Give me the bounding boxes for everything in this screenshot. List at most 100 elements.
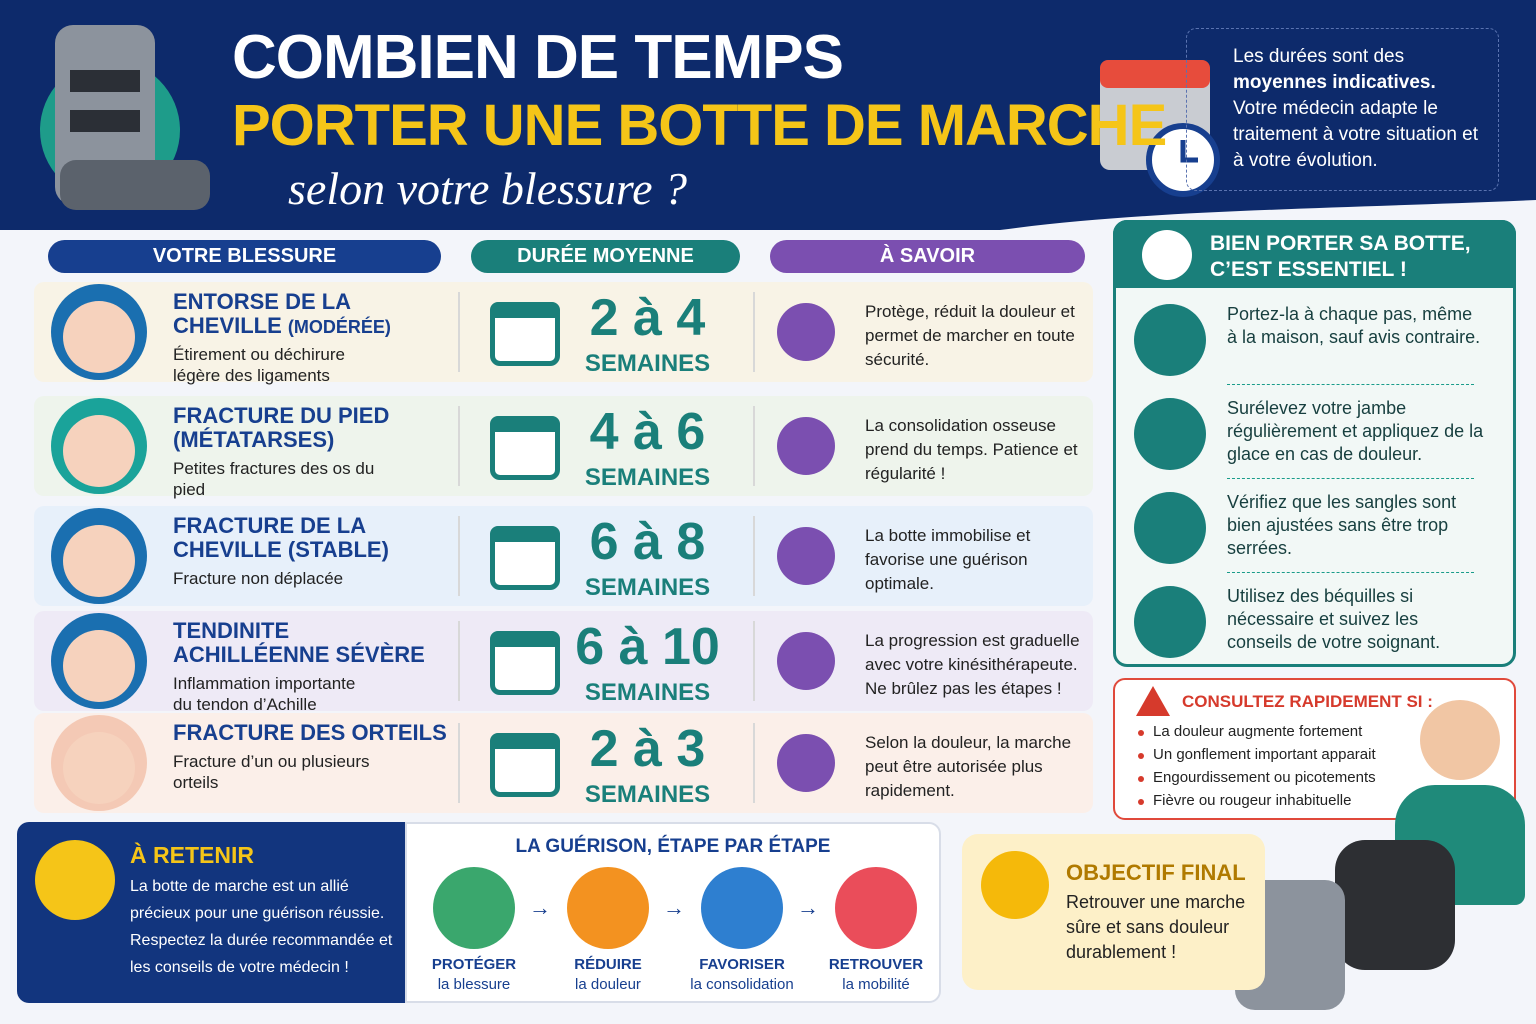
steps-title: LA GUÉRISON, ÉTAPE PAR ÉTAPE	[515, 836, 831, 857]
column-header: VOTRE BLESSURE	[48, 240, 441, 273]
star-icon	[981, 851, 1049, 919]
check-icon	[1142, 230, 1192, 280]
injury-description: Fracture non déplacée	[173, 569, 344, 588]
injury-icon	[63, 301, 135, 373]
bullet	[1138, 753, 1144, 759]
step-sub: la blessure	[437, 976, 511, 993]
header-bg	[0, 0, 1536, 230]
info-text: Selon la douleur, la marche peut être au…	[865, 733, 1072, 800]
duration-unit: SEMAINES	[584, 350, 711, 377]
info-icon	[777, 527, 835, 585]
bulb-icon	[35, 840, 115, 920]
consult-item: La douleur augmente fortement	[1153, 723, 1363, 740]
injury-title: FRACTURE DE LA CHEVILLE (STABLE)	[173, 514, 448, 562]
note-box	[1186, 28, 1499, 191]
note: Les durées sont des moyennes indicatives…	[1233, 44, 1488, 174]
objectif-text: Retrouver une marche sûre et sans douleu…	[1066, 892, 1246, 962]
duration: 4 à 6	[589, 403, 706, 461]
injury-name: ENTORSE DE LA CHEVILLE	[173, 289, 351, 338]
injury-icon	[63, 732, 135, 804]
injury-description: Petites fractures des os du pied	[173, 459, 375, 499]
consult-item: Engourdissement ou picotements	[1153, 769, 1376, 786]
injury-title: ENTORSE DE LA CHEVILLE (MODÉRÉE)	[173, 290, 448, 339]
step-sub: la consolidation	[690, 976, 794, 993]
info-text: La botte immobilise et favorise une guér…	[865, 526, 1031, 593]
calendar-bar	[490, 526, 560, 542]
step-arrow: →	[797, 895, 819, 920]
step-icon	[835, 867, 917, 949]
consult-title: CONSULTEZ RAPIDEMENT SI :	[1182, 692, 1433, 711]
duration-unit: SEMAINES	[584, 574, 711, 601]
info-text: La consolidation osseuse prend du temps.…	[865, 416, 1078, 483]
step-sub: la mobilité	[842, 976, 910, 993]
note-emphasis: moyennes indicatives.	[1233, 72, 1436, 93]
tip-divider	[1227, 384, 1474, 385]
duration-unit: SEMAINES	[584, 781, 711, 808]
divider	[458, 406, 460, 486]
divider	[753, 621, 755, 701]
duration: 6 à 10	[575, 618, 720, 676]
injury-qualifier: (MODÉRÉE)	[287, 317, 391, 337]
tip-icon	[1134, 586, 1206, 658]
column-header: À SAVOIR	[770, 240, 1085, 273]
info-text: La progression est graduelle avec votre …	[865, 631, 1080, 698]
tip-text: Portez-la à chaque pas, même à la maison…	[1227, 304, 1481, 347]
step-icon	[701, 867, 783, 949]
injury-description: Étirement ou déchirure légère des ligame…	[173, 345, 345, 385]
step-arrow: →	[529, 895, 551, 920]
bullet	[1138, 799, 1144, 805]
step-sub: la douleur	[575, 976, 641, 993]
info-text: Protège, réduit la douleur et permet de …	[865, 302, 1075, 369]
divider	[753, 406, 755, 486]
duration: 6 à 8	[589, 513, 706, 571]
objectif-title: OBJECTIF FINAL	[1066, 860, 1246, 885]
step-label: FAVORISER	[699, 956, 785, 973]
step-label: PROTÉGER	[431, 956, 517, 973]
divider	[458, 723, 460, 803]
bullet	[1138, 730, 1144, 736]
calendar-bar	[490, 631, 560, 647]
duration-unit: SEMAINES	[584, 679, 711, 706]
step-icon	[567, 867, 649, 949]
table-row	[34, 713, 1093, 813]
step-label: RETROUVER	[828, 956, 924, 973]
injury-name: FRACTURE DE LA CHEVILLE (STABLE)	[173, 513, 389, 562]
injury-name: FRACTURE DU PIED (MÉTATARSES)	[173, 403, 390, 452]
duration: 2 à 4	[589, 289, 706, 347]
person-head	[1420, 700, 1500, 780]
consult-item: Un gonflement important apparait	[1153, 746, 1376, 763]
duration: 2 à 3	[589, 720, 706, 778]
info-icon	[777, 303, 835, 361]
injury-title: TENDINITE ACHILLÉENNE SÉVÈRE	[173, 619, 448, 667]
injury-description: Fracture d’un ou plusieurs orteils	[173, 752, 370, 792]
tip-text: Utilisez des béquilles si nécessaire et …	[1227, 586, 1441, 652]
tip-text: Surélevez votre jambe régulièrement et a…	[1227, 398, 1484, 464]
divider	[458, 292, 460, 372]
table-row	[34, 611, 1093, 711]
injury-name: TENDINITE ACHILLÉENNE SÉVÈRE	[173, 618, 425, 667]
note-intro: Les durées sont des	[1233, 46, 1405, 67]
injury-title: FRACTURE DU PIED (MÉTATARSES)	[173, 404, 448, 452]
info-icon	[777, 734, 835, 792]
injury-title: FRACTURE DES ORTEILS	[173, 721, 448, 745]
info-icon	[777, 417, 835, 475]
calendar-bar	[490, 733, 560, 749]
step-arrow: →	[663, 895, 685, 920]
divider	[753, 292, 755, 372]
tip-icon	[1134, 492, 1206, 564]
injury-icon	[63, 630, 135, 702]
injury-icon	[63, 415, 135, 487]
table-row	[34, 282, 1093, 382]
tips-title: BIEN PORTER SA BOTTE, C’EST ESSENTIEL !	[1210, 232, 1471, 281]
column-header: DURÉE MOYENNE	[471, 240, 740, 273]
subtitle: selon votre blessure ?	[288, 163, 688, 214]
step-icon	[433, 867, 515, 949]
injury-icon	[63, 525, 135, 597]
person-legs	[1335, 840, 1455, 970]
calendar-bar	[490, 416, 560, 432]
divider	[458, 516, 460, 596]
title-line2: PORTER UNE BOTTE DE MARCHE	[232, 93, 1167, 158]
tip-divider	[1227, 572, 1474, 573]
title-line1: COMBIEN DE TEMPS	[232, 23, 844, 92]
